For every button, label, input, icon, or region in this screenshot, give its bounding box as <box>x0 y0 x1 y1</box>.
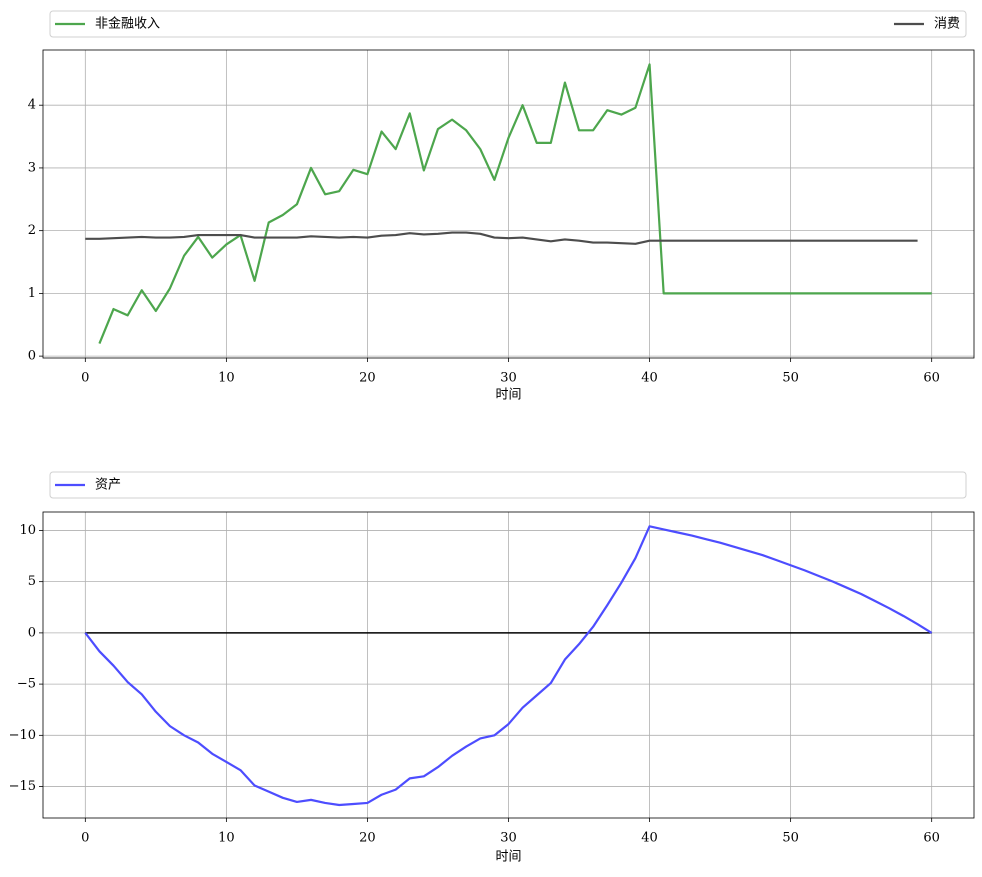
x-tick-label: 40 <box>641 831 658 846</box>
y-tick-label: 0 <box>28 625 36 640</box>
y-tick-label: −5 <box>17 677 36 692</box>
x-tick-label: 50 <box>782 831 799 846</box>
legend-label: 非金融收入 <box>95 16 160 32</box>
x-tick-label: 10 <box>218 371 235 386</box>
x-tick-label: 60 <box>923 831 940 846</box>
plot-frame <box>42 49 975 359</box>
x-tick-label: 40 <box>641 371 658 386</box>
plot-frame <box>42 511 975 819</box>
x-tick-label: 30 <box>500 371 517 386</box>
legend-box <box>49 471 967 499</box>
x-tick-label: 50 <box>782 371 799 386</box>
series-line <box>85 231 918 245</box>
legend-label: 资产 <box>95 478 121 493</box>
y-tick-label: −15 <box>9 779 36 794</box>
series-line <box>98 63 932 344</box>
x-tick-label: 60 <box>923 371 940 386</box>
legend-label: 消费 <box>934 17 960 32</box>
y-tick-label: 3 <box>28 160 36 175</box>
x-tick-label: 30 <box>500 831 517 846</box>
x-axis-label: 时间 <box>495 388 521 403</box>
y-tick-label: 4 <box>28 98 36 113</box>
y-tick-label: 2 <box>28 223 36 238</box>
y-tick-label: 5 <box>28 574 36 589</box>
y-tick-label: 0 <box>28 349 36 364</box>
x-axis-label: 时间 <box>495 850 521 865</box>
x-tick-label: 0 <box>81 371 89 386</box>
x-tick-label: 20 <box>359 831 376 846</box>
x-tick-label: 10 <box>218 831 235 846</box>
x-tick-label: 20 <box>359 371 376 386</box>
legend-box <box>49 10 967 38</box>
series-line <box>84 525 933 807</box>
y-tick-label: 10 <box>19 523 36 538</box>
y-tick-label: 1 <box>28 286 36 301</box>
y-tick-label: −10 <box>9 728 36 743</box>
x-tick-label: 0 <box>81 831 89 846</box>
